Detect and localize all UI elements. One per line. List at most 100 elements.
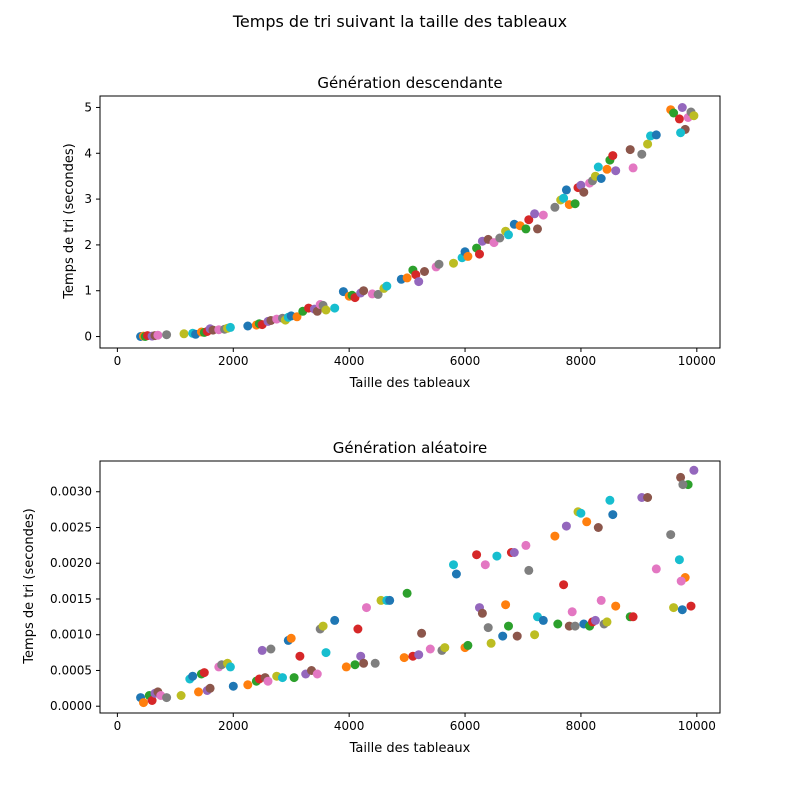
data-point (524, 565, 534, 575)
data-point (475, 249, 484, 259)
y-tick-label: 0.0000 (50, 699, 92, 713)
data-point (370, 658, 380, 668)
y-tick-label: 2 (84, 238, 92, 252)
data-point (689, 465, 699, 475)
data-point (628, 163, 638, 173)
data-point (605, 495, 615, 505)
data-point (477, 608, 487, 618)
data-point (553, 619, 563, 629)
data-point (666, 530, 676, 540)
data-point (509, 548, 519, 557)
x-tick-label: 6000 (450, 719, 481, 733)
data-point (677, 605, 687, 615)
data-point (194, 687, 203, 697)
data-point (669, 603, 679, 613)
y-tick-label: 0.0015 (50, 592, 92, 606)
data-point (538, 615, 548, 625)
data-point (373, 289, 383, 299)
data-point (512, 631, 522, 641)
x-tick-label: 4000 (334, 354, 365, 368)
x-axis-label: Taille des tableaux (349, 376, 471, 391)
data-point (318, 621, 328, 631)
y-tick-label: 0.0005 (50, 663, 92, 677)
data-point (382, 281, 392, 291)
plot-frame (99, 95, 721, 349)
data-point (651, 564, 661, 574)
data-point (678, 480, 688, 490)
y-tick-label: 0.0010 (50, 628, 92, 642)
data-point (590, 615, 600, 625)
data-point (504, 230, 513, 240)
data-point (463, 251, 473, 261)
x-tick-label: 10000 (678, 719, 716, 733)
data-point (425, 644, 435, 654)
data-point (674, 114, 684, 124)
data-point (643, 139, 653, 149)
data-point (602, 164, 612, 174)
data-point (321, 648, 331, 658)
x-tick-label: 8000 (566, 354, 597, 368)
data-point (521, 540, 531, 550)
figure-title: Temps de tri suivant la taille des table… (232, 12, 568, 31)
data-point (570, 199, 580, 209)
data-point (637, 149, 647, 159)
data-point (402, 588, 412, 598)
data-point (353, 624, 363, 634)
data-point (567, 607, 577, 617)
data-point (225, 322, 235, 332)
data-point (205, 683, 215, 693)
x-tick-label: 2000 (218, 719, 249, 733)
data-point (625, 145, 635, 155)
data-point (312, 669, 322, 679)
data-point (420, 267, 429, 276)
data-point (676, 576, 686, 586)
data-point (492, 551, 502, 561)
data-point (643, 493, 653, 502)
data-point (440, 643, 450, 653)
data-point (257, 645, 267, 655)
chart-descending: Génération descendante Taille des tablea… (62, 74, 721, 391)
data-point (414, 650, 424, 660)
data-point (147, 696, 157, 705)
data-point (686, 601, 696, 611)
data-point (176, 691, 186, 700)
data-point (628, 612, 638, 622)
data-point (228, 681, 238, 691)
data-point (570, 621, 580, 631)
data-point (188, 671, 198, 681)
y-tick-label: 4 (84, 146, 92, 160)
data-point (243, 680, 253, 690)
data-point (278, 673, 287, 683)
y-tick-label: 3 (84, 192, 92, 206)
data-point (576, 180, 586, 190)
data-point (153, 330, 163, 340)
data-point (593, 162, 603, 172)
x-axis-label: Taille des tableaux (349, 741, 471, 756)
data-point (417, 628, 427, 638)
data-point (139, 698, 148, 708)
y-axis-label: Temps de tri (secondes) (22, 508, 37, 664)
data-point (611, 601, 621, 611)
data-point (608, 510, 618, 520)
x-tick-label: 0 (114, 354, 122, 368)
y-axis-label: Temps de tri (secondes) (62, 143, 77, 299)
data-point (463, 640, 473, 650)
data-point (524, 215, 534, 225)
data-point (501, 600, 511, 610)
data-point (495, 233, 505, 243)
data-point (676, 128, 686, 138)
data-point (451, 569, 461, 579)
data-point (530, 630, 540, 640)
data-point (356, 651, 366, 661)
data-point (399, 653, 409, 663)
plot-area: 0 2000 4000 6000 8000 10000 0 1 2 3 4 5 (84, 95, 721, 368)
data-point (225, 662, 235, 672)
data-point (677, 103, 687, 112)
data-point (504, 621, 513, 631)
plot-frame (99, 460, 721, 714)
data-point (533, 224, 542, 234)
data-point (550, 531, 560, 541)
data-point (561, 185, 571, 195)
data-point (414, 277, 424, 287)
